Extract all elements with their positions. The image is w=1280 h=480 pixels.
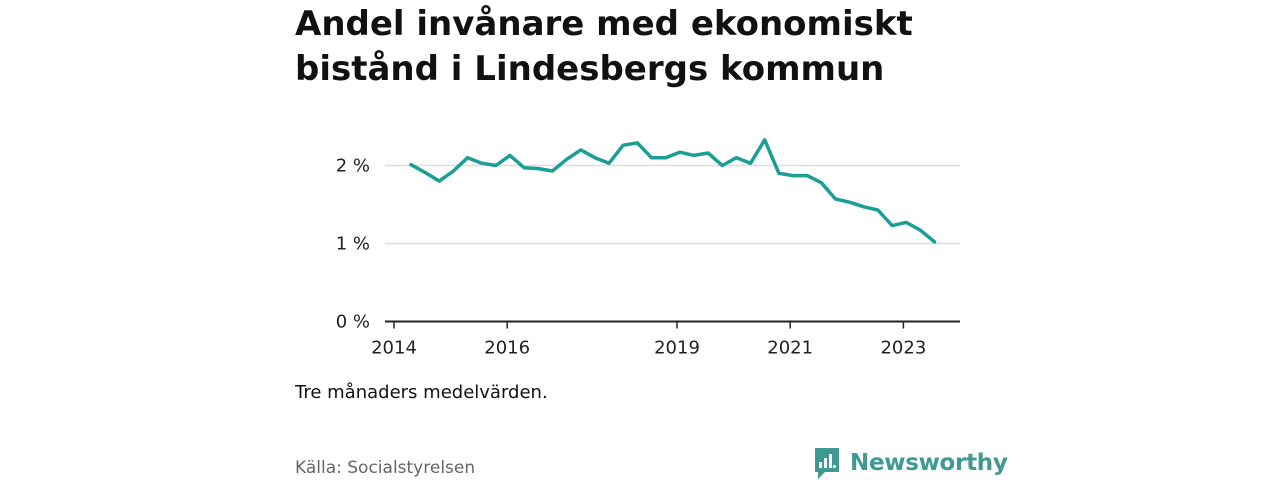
- line-chart: 0 % 1 % 2 % 2014 2016 2019 2021 2023: [336, 138, 960, 359]
- x-tick-label: 2016: [484, 338, 530, 359]
- chart-title-line-2: bistånd i Lindesbergs kommun: [295, 49, 885, 89]
- y-tick-label: 1 %: [336, 234, 370, 255]
- newsworthy-logo-icon: [815, 448, 839, 479]
- source-text: Källa: Socialstyrelsen: [295, 458, 476, 478]
- x-tick-label: 2014: [371, 338, 417, 359]
- y-tick-label: 2 %: [336, 156, 370, 177]
- chart-note: Tre månaders medelvärden.: [295, 382, 548, 403]
- chart-title-line-1: Andel invånare med ekonomiskt: [295, 4, 913, 44]
- brand-name: Newsworthy: [850, 450, 1008, 476]
- series-line: [409, 138, 937, 244]
- x-tick-label: 2019: [654, 338, 700, 359]
- brand-logo[interactable]: Newsworthy: [813, 446, 1008, 480]
- x-tick-label: 2021: [767, 338, 813, 359]
- y-tick-label: 0 %: [336, 312, 370, 333]
- chart-title: Andel invånare med ekonomiskt bistånd i …: [295, 2, 975, 92]
- x-tick-label: 2023: [880, 338, 926, 359]
